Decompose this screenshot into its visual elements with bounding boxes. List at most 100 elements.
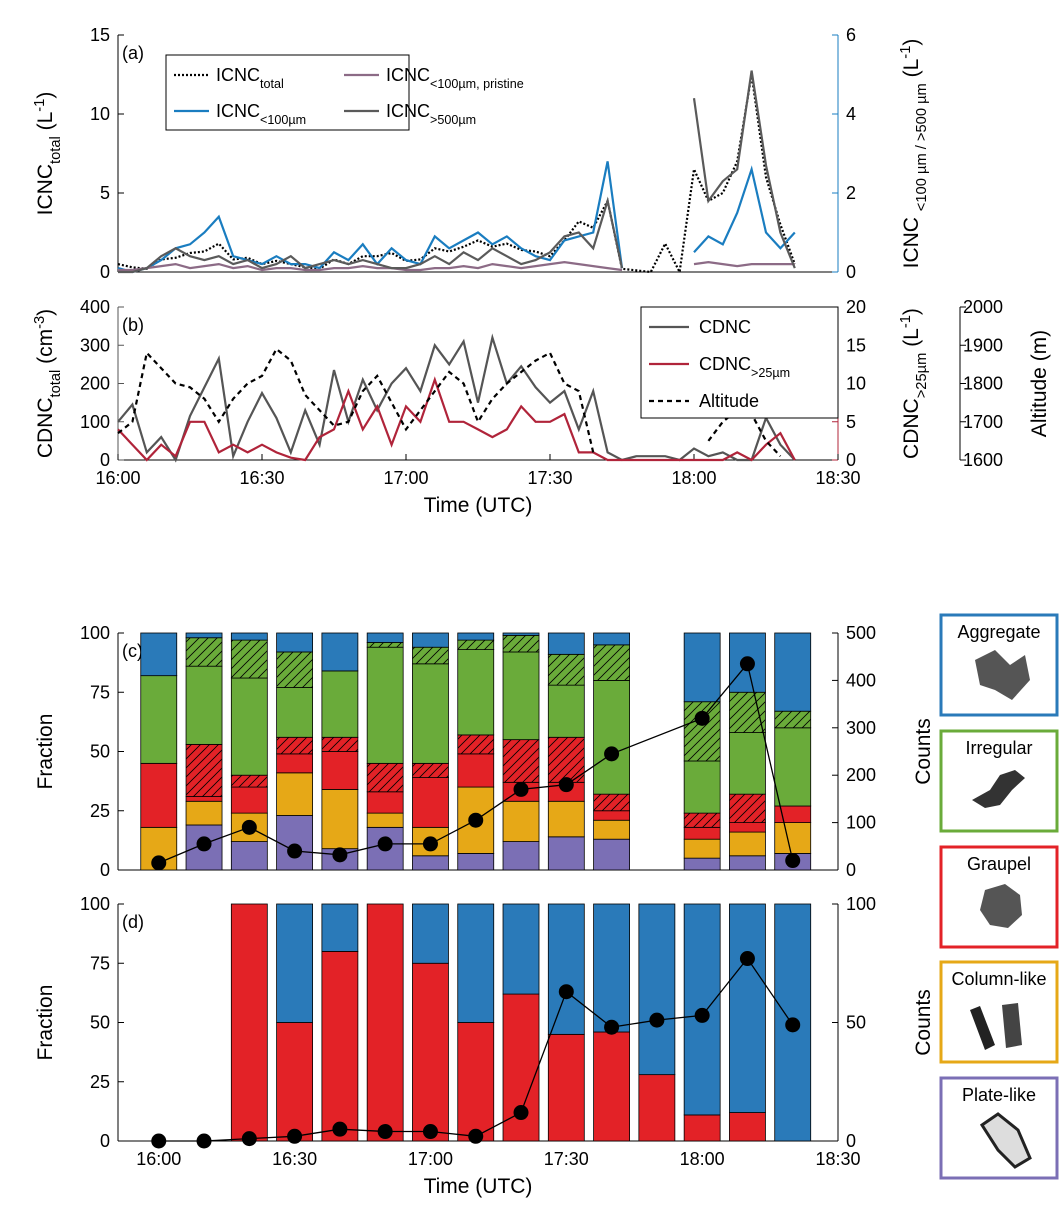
count-marker (332, 847, 348, 863)
y3-tick-label: 2000 (963, 297, 1003, 317)
habit-image (972, 770, 1025, 808)
y2-tick-label: 100 (846, 813, 876, 833)
y-tick-label: 15 (90, 25, 110, 45)
bar-segment (683, 812, 721, 828)
bar-segment (140, 762, 178, 828)
bar-segment (276, 632, 314, 653)
y-tick-label: 400 (80, 297, 110, 317)
x-tick-label: 17:30 (544, 1149, 589, 1169)
count-marker (196, 1133, 212, 1149)
y-label: ICNCtotal (L-1) (32, 92, 64, 216)
bar-segment (593, 903, 630, 1033)
text-run: total (260, 77, 284, 91)
bar-segment (457, 632, 495, 641)
habit-image (975, 650, 1030, 700)
bar-segment (230, 639, 268, 679)
y2-tick-label: 2 (846, 183, 856, 203)
bar-segment (412, 903, 449, 964)
y3-tick-label: 1800 (963, 374, 1003, 394)
bar-segment (366, 791, 404, 814)
habit-label: Column-like (951, 969, 1046, 989)
bar-segment (774, 727, 812, 807)
legend-label: CDNC (699, 317, 751, 337)
y-tick-label: 100 (80, 894, 110, 914)
bar-segment (412, 762, 449, 778)
text-run: CDNC (34, 397, 57, 458)
series-line (118, 70, 796, 274)
bar-segment (412, 663, 449, 764)
panel: 0 25 50 75 100 0 100 200 300 400 500 Fraction Counts… (34, 623, 935, 880)
count-marker (558, 984, 574, 1000)
y-tick-label: 75 (90, 682, 110, 702)
y2-tick-label: 6 (846, 25, 856, 45)
bar-segment (729, 822, 766, 833)
bar-segment (729, 793, 766, 823)
bar-segment (230, 677, 268, 776)
count-marker (241, 819, 257, 835)
y2-label: CDNC>25µm (L-1) (898, 308, 930, 459)
y-tick-label: 10 (90, 104, 110, 124)
panel-label: (a) (122, 43, 144, 63)
text-run: -1 (898, 315, 914, 328)
bar-segment (683, 857, 721, 871)
x-tick-label: 18:30 (815, 1149, 860, 1169)
y2-tick-label: 300 (846, 718, 876, 738)
y2-tick-label: 0 (846, 262, 856, 282)
panel: 0 25 50 75 100 0 50 100 16:00 16:30 17:00 17:30 18:0… (34, 894, 935, 1198)
bar-segment (366, 632, 404, 643)
y-tick-label: 75 (90, 953, 110, 973)
y-label: Fraction (34, 714, 57, 790)
bar-segment (729, 732, 766, 795)
bar-segment (683, 760, 721, 814)
text-run: -3 (32, 316, 48, 329)
bar-segment (276, 736, 314, 755)
text-run: (L (34, 112, 57, 137)
y2-tick-label: 500 (846, 623, 876, 643)
bar-segment (276, 753, 314, 774)
bar-segment (366, 762, 404, 793)
bar-segment (683, 838, 721, 859)
bar-segment (412, 962, 449, 1142)
bar-segment (366, 642, 404, 648)
count-marker (377, 836, 393, 852)
x-tick-label: 16:30 (239, 468, 284, 488)
text-run: <100µm, pristine (430, 77, 524, 91)
y2-tick-label: 400 (846, 670, 876, 690)
bar-segment (185, 800, 223, 826)
habit-legend: Aggregate Irregular Graupel Column-like … (939, 613, 1059, 1180)
bar-segment (321, 632, 359, 672)
y-tick-label: 0 (100, 450, 110, 470)
text-run: (L (900, 59, 923, 84)
y2-label: ICNC <100 µm / >500 µm (L-1) (898, 39, 930, 269)
text-run: >25µm (914, 353, 930, 399)
bar-segment (502, 739, 540, 783)
bar-segment (321, 751, 359, 790)
bar-segment (593, 680, 630, 795)
bar-segment (276, 687, 314, 738)
count-marker (785, 853, 801, 869)
bar-segment (729, 831, 766, 857)
bar-segment (547, 836, 585, 871)
habit-label: Irregular (965, 738, 1032, 758)
y-tick-label: 25 (90, 1072, 110, 1092)
y-tick-label: 25 (90, 801, 110, 821)
y3-tick-label: 1900 (963, 335, 1003, 355)
y-tick-label: 300 (80, 335, 110, 355)
y-tick-label: 0 (100, 1131, 110, 1151)
text-run: >25µm (751, 366, 790, 380)
legend-label: ICNC>500µm (386, 101, 476, 127)
panel-label: (d) (122, 912, 144, 932)
y2-label: Counts (912, 718, 935, 785)
series-line (117, 333, 796, 463)
bar-segment (457, 649, 495, 736)
count-marker (649, 1012, 665, 1028)
count-marker (196, 836, 212, 852)
y3-tick-label: 1600 (963, 450, 1003, 470)
legend-label: ICNC<100µm (216, 101, 306, 127)
series-line (117, 376, 796, 462)
bar-segment (547, 736, 585, 783)
y2-tick-label: 4 (846, 104, 856, 124)
count-marker (604, 1019, 620, 1035)
x-tick-label: 17:00 (408, 1149, 453, 1169)
